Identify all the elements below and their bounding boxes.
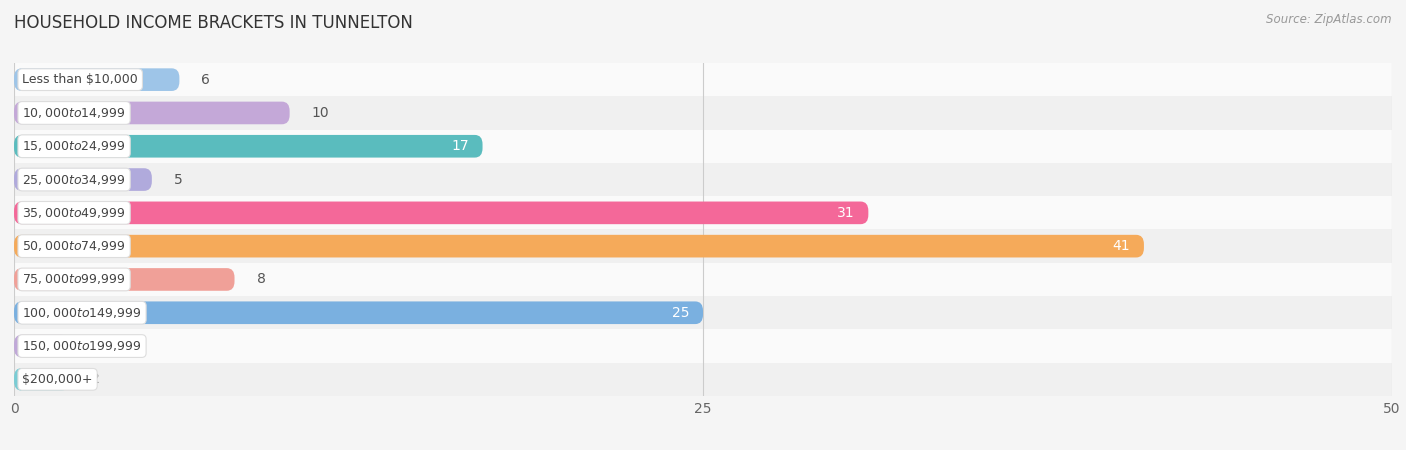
Text: $25,000 to $34,999: $25,000 to $34,999 (22, 172, 125, 187)
Bar (14, 63, 1392, 96)
Text: Source: ZipAtlas.com: Source: ZipAtlas.com (1267, 14, 1392, 27)
FancyBboxPatch shape (14, 235, 1144, 257)
Text: Less than $10,000: Less than $10,000 (22, 73, 138, 86)
FancyBboxPatch shape (14, 368, 69, 391)
Text: 8: 8 (256, 272, 266, 287)
FancyBboxPatch shape (14, 102, 290, 124)
FancyBboxPatch shape (14, 335, 69, 357)
FancyBboxPatch shape (14, 268, 235, 291)
Text: $15,000 to $24,999: $15,000 to $24,999 (22, 139, 125, 153)
Bar (14, 196, 1392, 230)
Text: $100,000 to $149,999: $100,000 to $149,999 (22, 306, 142, 320)
Bar (14, 96, 1392, 130)
Text: 25: 25 (672, 306, 689, 320)
Text: 5: 5 (174, 172, 183, 187)
Text: $35,000 to $49,999: $35,000 to $49,999 (22, 206, 125, 220)
Text: 6: 6 (201, 72, 211, 87)
Text: 10: 10 (312, 106, 329, 120)
Bar (14, 329, 1392, 363)
FancyBboxPatch shape (14, 135, 482, 158)
FancyBboxPatch shape (14, 202, 869, 224)
Text: $200,000+: $200,000+ (22, 373, 93, 386)
Text: $75,000 to $99,999: $75,000 to $99,999 (22, 272, 125, 287)
Text: 31: 31 (837, 206, 855, 220)
Bar (14, 363, 1392, 396)
Text: 41: 41 (1112, 239, 1130, 253)
Bar (14, 296, 1392, 329)
Text: 2: 2 (91, 339, 100, 353)
Text: 17: 17 (451, 139, 468, 153)
Text: $50,000 to $74,999: $50,000 to $74,999 (22, 239, 125, 253)
Text: $150,000 to $199,999: $150,000 to $199,999 (22, 339, 142, 353)
FancyBboxPatch shape (14, 302, 703, 324)
Bar (14, 263, 1392, 296)
Text: HOUSEHOLD INCOME BRACKETS IN TUNNELTON: HOUSEHOLD INCOME BRACKETS IN TUNNELTON (14, 14, 413, 32)
FancyBboxPatch shape (14, 68, 180, 91)
Text: 2: 2 (91, 372, 100, 387)
Bar (14, 230, 1392, 263)
Text: $10,000 to $14,999: $10,000 to $14,999 (22, 106, 125, 120)
Bar (14, 130, 1392, 163)
FancyBboxPatch shape (14, 168, 152, 191)
Bar (14, 163, 1392, 196)
